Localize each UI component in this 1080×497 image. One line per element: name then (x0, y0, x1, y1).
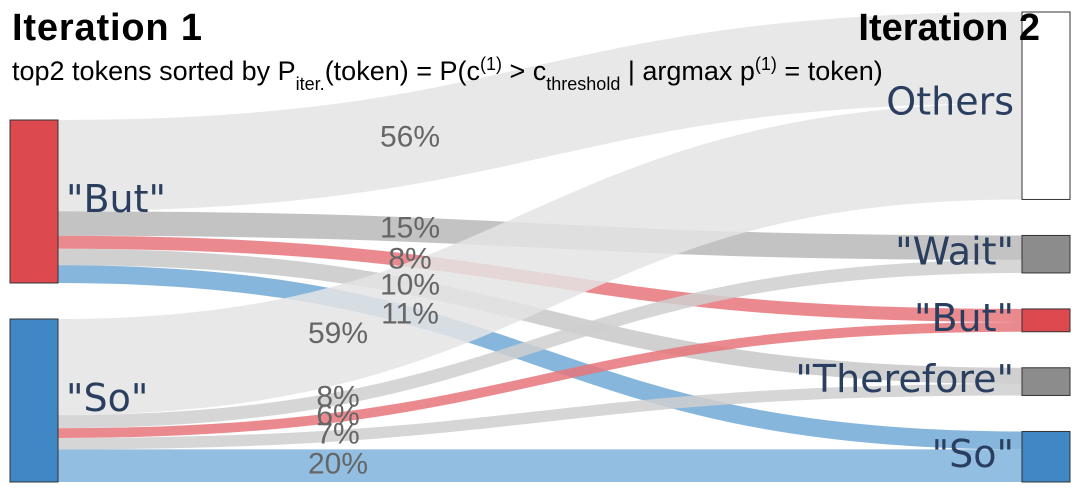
subtitle-part: (1) (480, 54, 502, 74)
link-label: 10% (380, 269, 440, 302)
link-label: 20% (308, 448, 368, 481)
right-node-label: "Therefore" (795, 357, 1014, 401)
link-label: 11% (381, 298, 439, 331)
left-node-label: "But" (66, 177, 166, 221)
subtitle-part: | argmax p (620, 56, 755, 86)
link-label: 59% (308, 317, 368, 350)
link-label: 15% (380, 211, 440, 244)
link-label: 8% (388, 243, 431, 276)
right-node (1021, 234, 1071, 274)
right-node-label: "But" (914, 296, 1014, 340)
right-node-label: Others (886, 80, 1014, 124)
left-node (9, 119, 59, 284)
right-node (1021, 430, 1071, 483)
link-label: 8% (316, 381, 359, 414)
link (57, 321, 1023, 438)
subtitle-part: iter. (296, 74, 325, 94)
links (57, 12, 1023, 483)
subtitle-part: (1) (755, 54, 777, 74)
right-node (1021, 308, 1071, 333)
right-node-label: "Wait" (895, 230, 1014, 274)
link (57, 265, 1023, 450)
right-node (1021, 11, 1071, 200)
link (57, 259, 1023, 429)
link (57, 103, 1023, 416)
link (57, 12, 1023, 212)
link-label: 7% (316, 418, 359, 451)
subtitle-part: > c (502, 56, 546, 86)
right-node-label: "So" (932, 432, 1014, 476)
subtitle-part: (token) = P(c (325, 56, 480, 86)
subtitle-part: top2 tokens sorted by P (12, 56, 296, 86)
nodes (9, 11, 1071, 483)
link (57, 384, 1023, 450)
link (57, 248, 1023, 385)
link-label: 56% (380, 120, 440, 153)
right-node (1021, 367, 1071, 396)
chart-title: Iteration 1 (12, 7, 202, 49)
right-title: Iteration 2 (858, 7, 1040, 49)
subtitle-part: = token) (777, 56, 883, 86)
link-label: 6% (316, 399, 359, 432)
left-node-label: "So" (66, 376, 148, 420)
left-node (9, 318, 59, 483)
labels: 56%15%8%10%11%"But"59%8%6%7%20%"So"Other… (66, 80, 1014, 481)
subtitle-part: threshold (546, 74, 620, 94)
subtitle: top2 tokens sorted by Piter.(token) = P(… (12, 54, 883, 94)
